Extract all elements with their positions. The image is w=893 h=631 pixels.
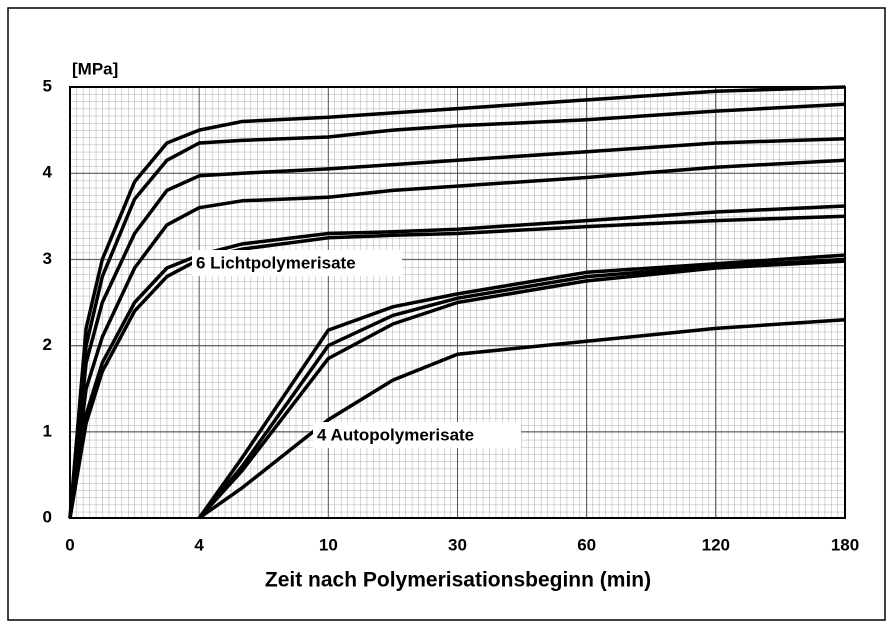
series-line [197, 253, 846, 520]
series-line [68, 204, 846, 519]
x-tick-label: 60 [577, 535, 596, 554]
series-line [68, 102, 846, 519]
x-axis-label: Zeit nach Polymerisationsbeginn (min) [265, 569, 651, 592]
series-line [197, 257, 846, 520]
x-tick-label: 180 [831, 535, 859, 554]
series-line [68, 214, 846, 519]
x-tick-label: 10 [319, 535, 338, 554]
series-line [68, 136, 846, 519]
series-line [198, 317, 846, 520]
y-tick-label: 0 [43, 507, 52, 526]
y-tick-label: 4 [43, 163, 53, 182]
annotation: 4 Autopolymerisate [317, 425, 474, 444]
annotation-box [192, 250, 402, 276]
plot-border [69, 86, 846, 519]
y-tick-label: 1 [43, 421, 52, 440]
y-tick-label: 3 [43, 249, 52, 268]
x-tick-label: 120 [702, 535, 730, 554]
x-tick-label: 4 [194, 535, 204, 554]
y-tick-label: 5 [43, 76, 52, 95]
y-axis-label: [MPa] [72, 59, 118, 78]
series-line [68, 158, 846, 519]
annotation: 6 Lichtpolymerisate [196, 253, 356, 272]
series-line [68, 85, 846, 519]
x-tick-label: 0 [65, 535, 74, 554]
x-tick-label: 30 [448, 535, 467, 554]
annotation-box [313, 422, 521, 448]
series-line [197, 259, 846, 520]
y-tick-label: 2 [43, 335, 52, 354]
